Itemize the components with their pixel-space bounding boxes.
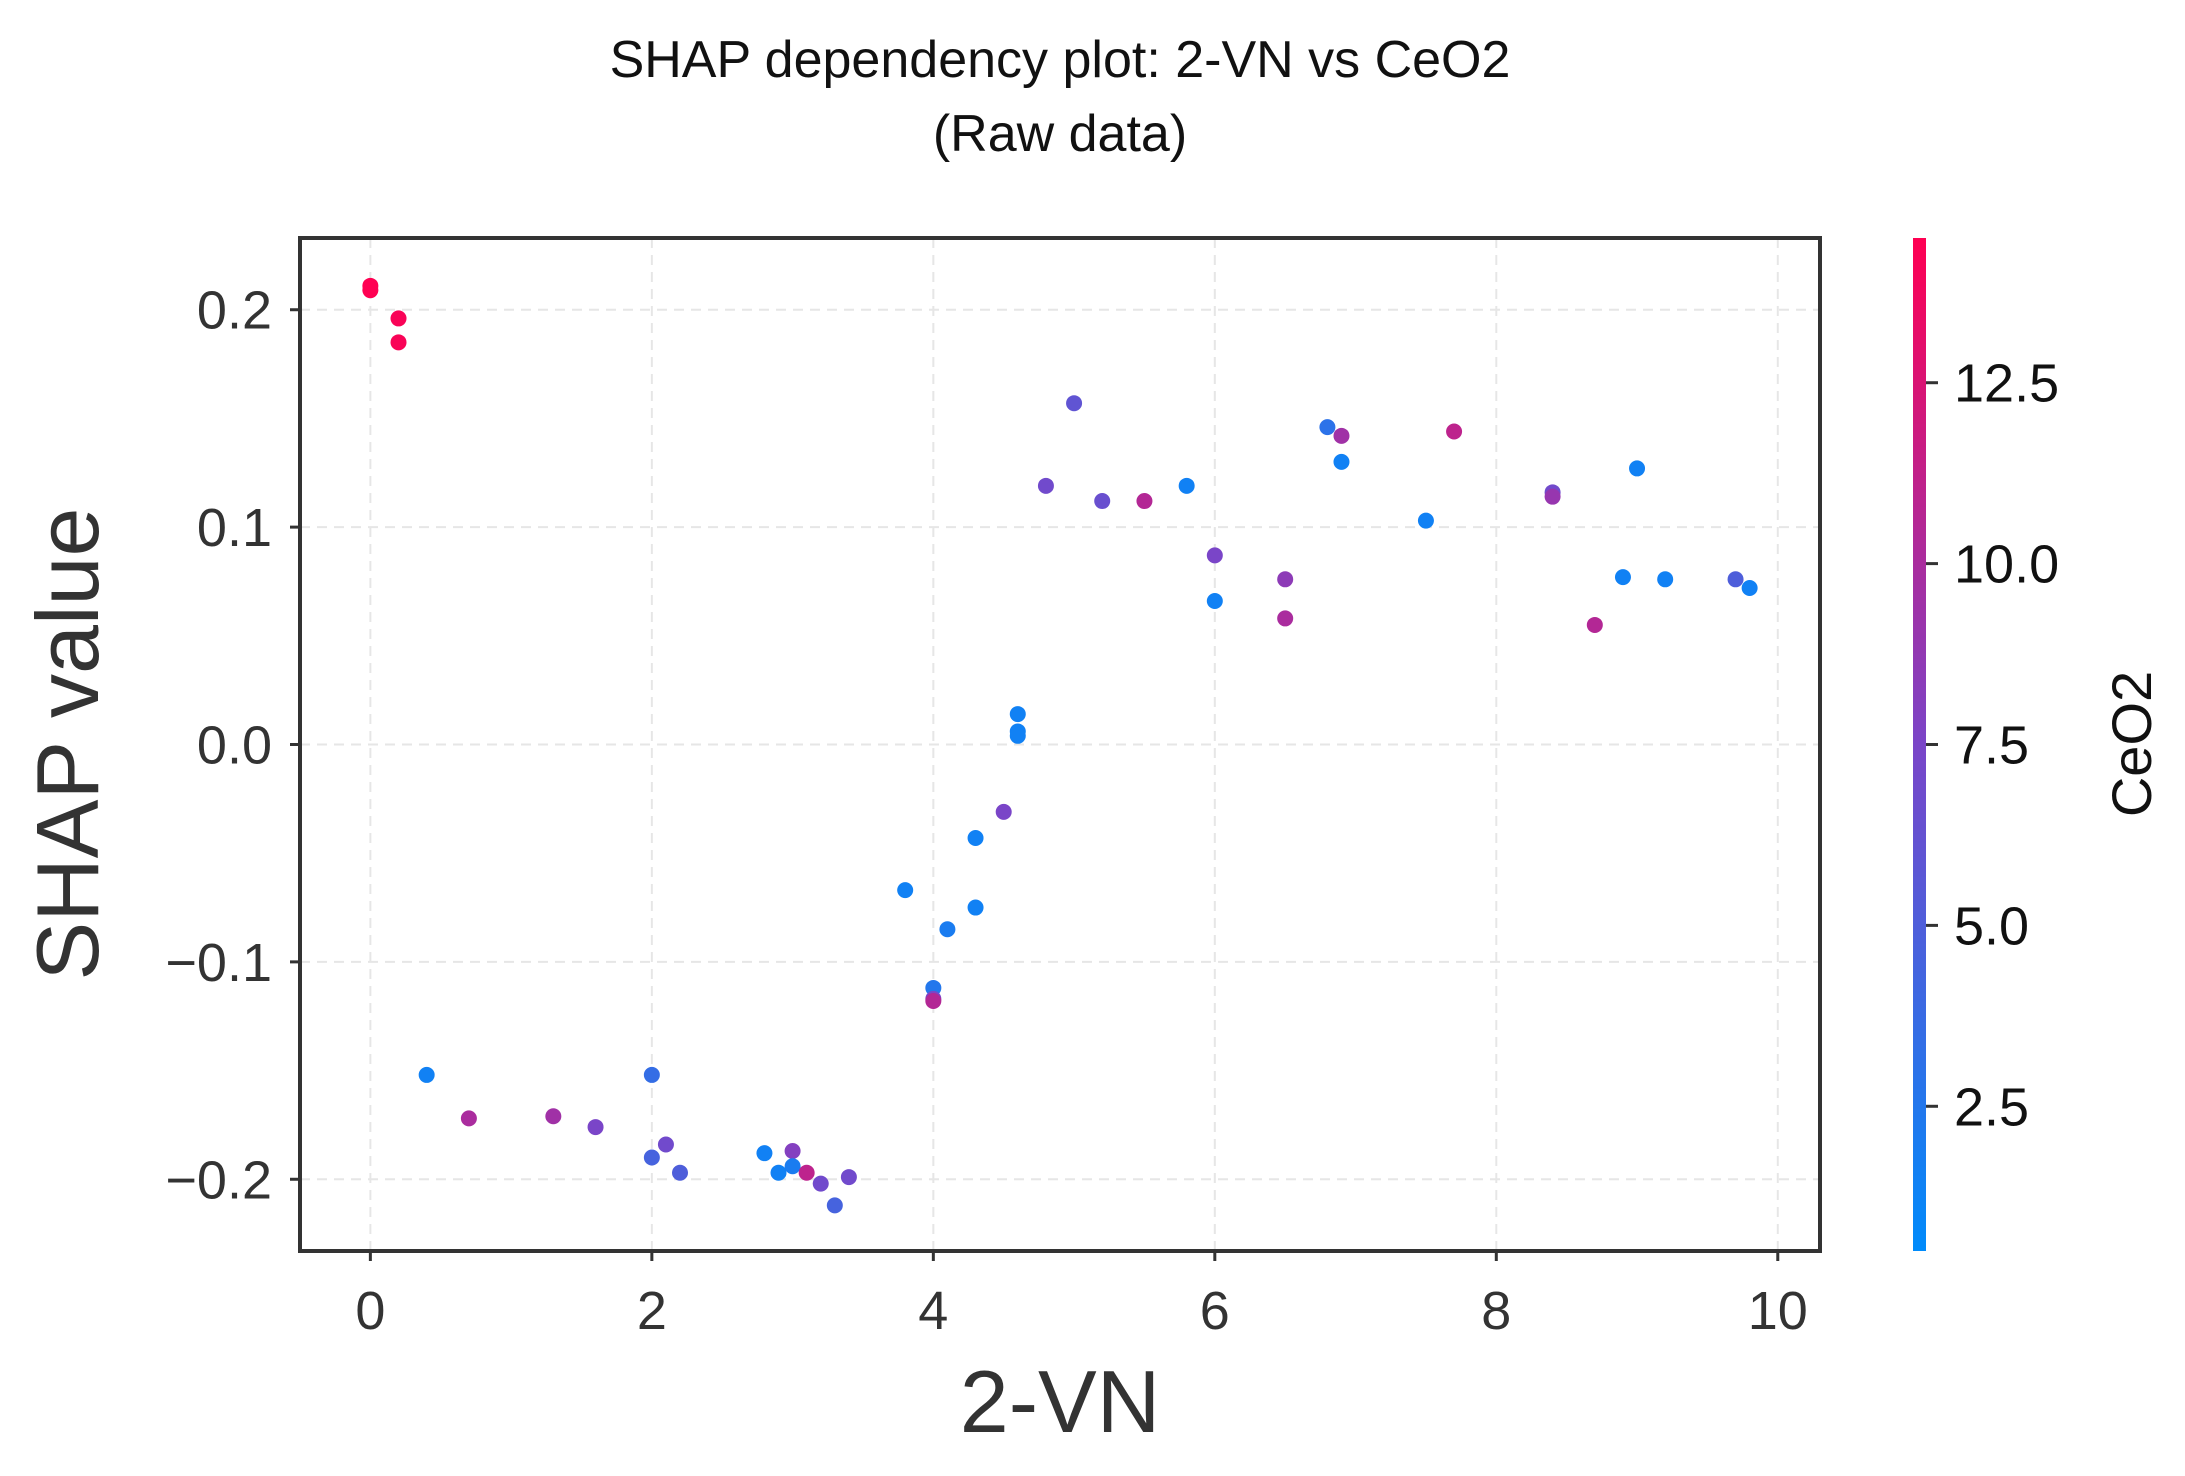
data-point [784,1158,801,1175]
colorbar [1913,238,1926,1251]
colorbar-tick-label: 2.5 [1954,1077,2029,1137]
x-tick-label: 2 [637,1281,667,1341]
data-point [784,1143,801,1160]
data-point [1586,616,1603,633]
data-point [1333,453,1350,470]
colorbar-tick-label: 5.0 [1954,896,2029,956]
data-point [1629,460,1646,477]
x-tick-label: 0 [355,1281,385,1341]
data-point [840,1169,857,1186]
y-tick-label: 0.0 [197,716,272,776]
colorbar-label: CeO2 [2100,671,2163,817]
data-point [1277,571,1294,588]
data-point [812,1175,829,1192]
data-point [1319,419,1336,436]
data-point [1446,423,1463,440]
ticks-layer: 0 2 4 6 8 10 0.2 0.1 0.0 −0.1 −0.2 [165,281,1807,1341]
y-tick-label: 0.1 [197,498,272,558]
data-point [1178,477,1195,494]
data-point [798,1164,815,1181]
grid-layer [300,238,1820,1251]
data-point [756,1145,773,1162]
data-point [390,310,407,327]
data-point [1277,610,1294,627]
data-point [390,334,407,351]
points-layer [362,277,1758,1214]
data-point [1333,427,1350,444]
data-point [770,1164,787,1181]
chart-subtitle: (Raw data) [933,105,1187,163]
x-tick-label: 8 [1481,1281,1511,1341]
x-tick-label: 4 [918,1281,948,1341]
y-axis-label: SHAP value [18,508,117,981]
data-point [826,1197,843,1214]
data-point [1727,571,1744,588]
data-point [1206,547,1223,564]
data-point [967,829,984,846]
data-point [1009,706,1026,723]
data-point [1066,395,1083,412]
data-point [672,1164,688,1181]
data-point [643,1066,660,1083]
data-point [925,993,942,1010]
data-point [362,282,379,299]
x-axis-label: 2-VN [960,1352,1161,1451]
data-point [995,803,1012,820]
data-point [897,882,914,899]
y-tick-label: −0.1 [165,933,272,993]
colorbar-ticks: 2.5 5.0 7.5 10.0 12.5 [1926,354,2059,1137]
data-point [1206,593,1223,610]
data-point [418,1066,435,1083]
colorbar-tick-label: 10.0 [1954,535,2059,595]
data-point [1417,512,1434,529]
data-point [657,1136,674,1153]
y-tick-label: −0.2 [165,1150,272,1210]
data-point [967,899,984,916]
data-point [1009,727,1026,744]
data-point [545,1108,562,1125]
data-point [460,1110,477,1127]
data-point [1136,493,1153,510]
data-point [1094,493,1111,510]
x-tick-label: 6 [1200,1281,1230,1341]
chart-title: SHAP dependency plot: 2-VN vs CeO2 [610,31,1511,89]
colorbar-tick-label: 12.5 [1954,354,2059,414]
data-point [1657,571,1674,588]
data-point [1037,477,1054,494]
x-tick-label: 10 [1748,1281,1808,1341]
data-point [1614,569,1631,586]
data-point [587,1119,604,1136]
data-point [939,921,956,938]
y-tick-label: 0.2 [197,281,272,341]
data-point [1544,488,1561,505]
colorbar-tick-label: 7.5 [1954,716,2029,776]
data-point [1741,579,1758,596]
data-point [643,1149,660,1166]
